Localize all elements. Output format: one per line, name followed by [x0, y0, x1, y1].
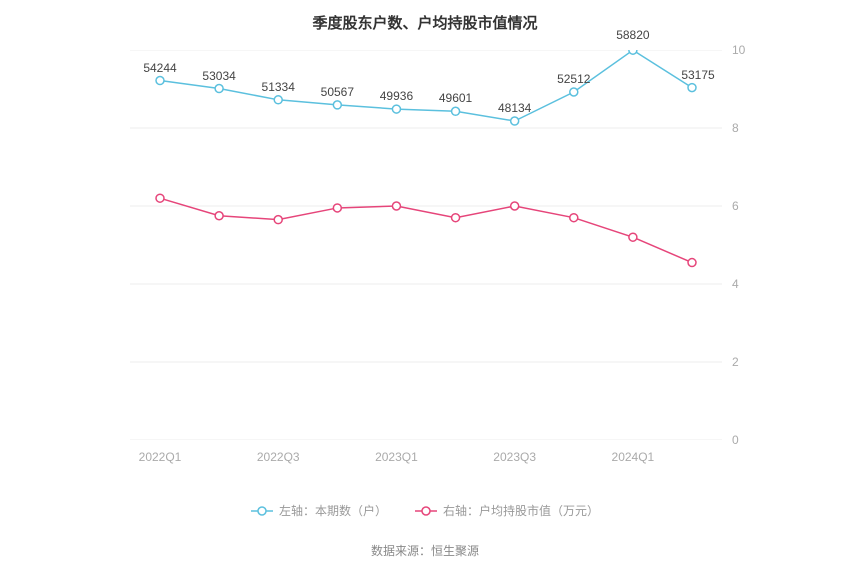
- series1-data-label: 52512: [557, 72, 590, 86]
- legend: 左轴：本期数（户） 右轴：户均持股市值（万元）: [0, 502, 850, 520]
- plot-area: 54244 53034 51334 50567 49936 49601 48134 52512…: [130, 50, 722, 440]
- legend-label: 右轴：户均持股市值（万元）: [443, 502, 599, 519]
- x-tick-label: 2023Q1: [375, 450, 418, 464]
- series1-data-label: 53034: [202, 69, 235, 83]
- source-line: 数据来源：恒生聚源: [0, 542, 850, 559]
- y-right-tick-label: 10: [732, 43, 745, 57]
- source-text: 数据来源：恒生聚源: [371, 544, 479, 558]
- series1-data-label: 51334: [262, 80, 295, 94]
- x-tick-label: 2024Q1: [612, 450, 655, 464]
- legend-marker-icon: [415, 505, 437, 517]
- x-tick-label: 2022Q3: [257, 450, 300, 464]
- series1-data-label: 48134: [498, 101, 531, 115]
- legend-item: 左轴：本期数（户）: [251, 502, 387, 519]
- chart-container: 季度股东户数、户均持股市值情况 54244 53034 51334 50567 4993…: [0, 0, 850, 575]
- chart-title: 季度股东户数、户均持股市值情况: [0, 12, 850, 33]
- legend-item: 右轴：户均持股市值（万元）: [415, 502, 599, 519]
- x-tick-label: 2022Q1: [139, 450, 182, 464]
- x-tick-label: 2023Q3: [493, 450, 536, 464]
- y-right-tick-label: 2: [732, 355, 739, 369]
- series1-data-label: 53175: [681, 68, 714, 82]
- series1-data-label: 58820: [616, 28, 649, 42]
- series1-data-label: 54244: [143, 61, 176, 75]
- y-right-tick-label: 8: [732, 121, 739, 135]
- series1-data-label: 50567: [321, 85, 354, 99]
- series1-data-label: 49936: [380, 89, 413, 103]
- plot-svg: [130, 50, 722, 440]
- legend-marker-icon: [251, 505, 273, 517]
- y-right-tick-label: 6: [732, 199, 739, 213]
- y-right-tick-label: 4: [732, 277, 739, 291]
- legend-label: 左轴：本期数（户）: [279, 502, 387, 519]
- series1-data-label: 49601: [439, 91, 472, 105]
- y-right-tick-label: 0: [732, 433, 739, 447]
